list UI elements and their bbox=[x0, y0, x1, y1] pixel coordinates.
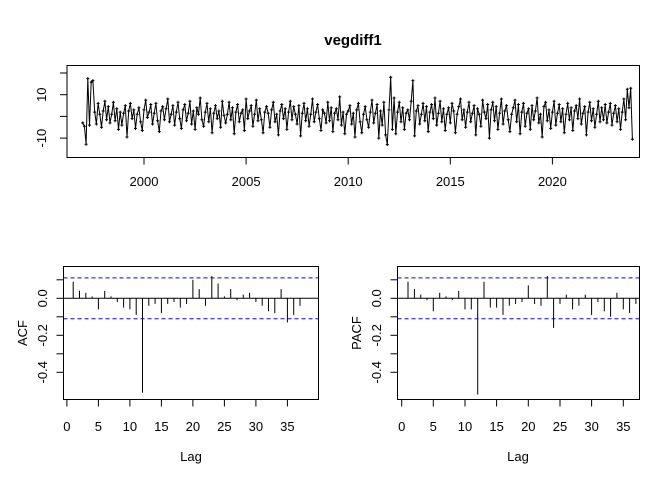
pacf-x-axis-tick-label: 10 bbox=[458, 419, 472, 434]
series-line bbox=[82, 77, 633, 145]
acf-x-axis-tick-label: 20 bbox=[186, 419, 200, 434]
timeseries-plot: 2000 2005 2010 2015 2020 10 -10 bbox=[34, 65, 640, 189]
x-axis-tick-label: 2015 bbox=[436, 174, 465, 189]
acf-x-axis-label: Lag bbox=[180, 449, 202, 464]
pacf-y-axis-tick-label: -0.4 bbox=[369, 361, 384, 383]
acf-plot-box bbox=[63, 266, 319, 400]
acf-x-axis-tick-label: 5 bbox=[95, 419, 102, 434]
acf-x-axis-tick-label: 35 bbox=[280, 419, 294, 434]
pacf-x-axis-label: Lag bbox=[507, 449, 529, 464]
acf-y-axis-tick-label: -0.2 bbox=[35, 324, 50, 346]
pacf-plot: PACF Lag 0.0 -0.2 -0.4 0 5 10 15 20 25 30 35 bbox=[349, 266, 640, 464]
pacf-x-axis-tick-label: 20 bbox=[521, 419, 535, 434]
x-axis-tick-label: 2010 bbox=[334, 174, 363, 189]
acf-x-axis-tick-label: 0 bbox=[63, 419, 70, 434]
x-axis-tick-label: 2020 bbox=[538, 174, 567, 189]
pacf-plot-box bbox=[397, 266, 640, 400]
acf-x-axis-tick-label: 30 bbox=[249, 419, 263, 434]
acf-y-axis-tick-label: 0.0 bbox=[35, 289, 50, 307]
acf-y-axis-tick-label: -0.4 bbox=[35, 361, 50, 383]
x-axis-tick-label: 2005 bbox=[232, 174, 261, 189]
pacf-y-axis-tick-label: -0.2 bbox=[369, 324, 384, 346]
pacf-x-axis-tick-label: 25 bbox=[553, 419, 567, 434]
page-title: vegdiff1 bbox=[324, 32, 382, 49]
acf-x-axis-tick-label: 25 bbox=[217, 419, 231, 434]
pacf-x-axis-tick-label: 5 bbox=[430, 419, 437, 434]
x-axis-tick-label: 2000 bbox=[130, 174, 159, 189]
plot-box bbox=[66, 65, 640, 158]
pacf-x-axis-tick-label: 30 bbox=[584, 419, 598, 434]
acf-y-axis-label: ACF bbox=[15, 320, 30, 346]
pacf-x-axis-tick-label: 35 bbox=[616, 419, 630, 434]
pacf-y-axis-tick-label: 0.0 bbox=[369, 289, 384, 307]
pacf-y-axis-label: PACF bbox=[349, 316, 364, 350]
pacf-x-axis-tick-label: 0 bbox=[398, 419, 405, 434]
acf-x-axis-tick-label: 15 bbox=[154, 419, 168, 434]
acf-plot: ACF Lag 0.0 -0.2 -0.4 0 5 10 15 20 25 30 35 bbox=[15, 266, 319, 464]
series-point-markers bbox=[81, 75, 634, 147]
y-axis-tick-label: -10 bbox=[34, 129, 49, 148]
pacf-x-axis-tick-label: 15 bbox=[489, 419, 503, 434]
y-axis-tick-label: 10 bbox=[34, 87, 49, 101]
acf-x-axis-tick-label: 10 bbox=[123, 419, 137, 434]
